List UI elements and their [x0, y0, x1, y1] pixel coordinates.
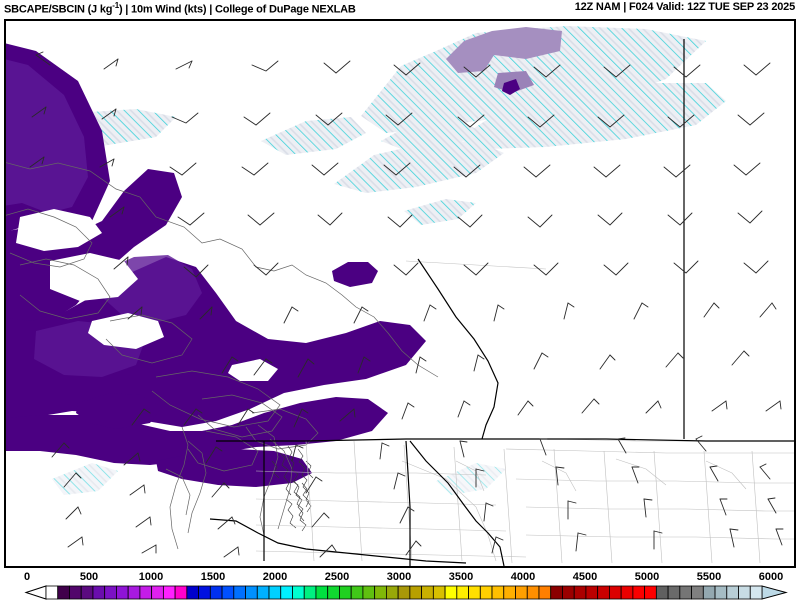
colorbar-swatch [526, 585, 540, 600]
colorbar-swatch [620, 585, 634, 600]
colorbar-swatch [597, 585, 610, 600]
colorbar-swatch [550, 585, 563, 600]
header-product-tail: ) | 10m Wind (kts) | College of DuPage N… [118, 3, 356, 16]
colorbar-swatch [397, 585, 411, 600]
colorbar-swatch [562, 585, 575, 600]
colorbar-swatch [245, 585, 258, 600]
colorbar-swatch [268, 585, 282, 600]
header-units-exponent: -1 [112, 1, 119, 10]
colorbar-swatch [139, 585, 153, 600]
colorbar-tick-6000: 6000 [758, 571, 784, 583]
colorbar-swatch [104, 585, 117, 600]
colorbar-swatch [174, 585, 188, 600]
colorbar-tick-5500: 5500 [696, 571, 722, 583]
colorbar-swatch [726, 585, 739, 600]
colorbar-swatch [385, 585, 399, 600]
colorbar-swatch [421, 585, 434, 600]
map-header: SBCAPE/SBCIN (J kg-1) | 10m Wind (kts) |… [0, 0, 800, 18]
map-frame[interactable] [4, 19, 796, 568]
colorbar-swatch [186, 585, 199, 600]
map-canvas[interactable] [6, 21, 794, 566]
colorbar-swatch [362, 585, 376, 600]
colorbar-graphics [24, 585, 788, 600]
colorbar[interactable] [0, 585, 800, 600]
colorbar-tick-4000: 4000 [510, 571, 536, 583]
colorbar-swatch [738, 585, 751, 600]
header-product-label: SBCAPE/SBCIN (J kg [4, 3, 113, 16]
colorbar-swatch [632, 585, 646, 600]
colorbar-swatch [69, 585, 82, 600]
colorbar-tick-1000: 1000 [138, 571, 164, 583]
colorbar-swatch [303, 585, 317, 600]
colorbar-swatch [667, 585, 681, 600]
colorbar-swatch [256, 585, 270, 600]
colorbar-swatch [538, 585, 552, 600]
sbcape-isolated-blob [332, 262, 378, 287]
political-border-layer [209, 39, 794, 566]
colorbar-swatch [350, 585, 364, 600]
colorbar-tick-1500: 1500 [200, 571, 226, 583]
colorbar-swatch [151, 585, 164, 600]
colorbar-swatch [92, 585, 106, 600]
colorbar-swatch [116, 585, 129, 600]
colorbar-tick-500: 500 [79, 571, 99, 583]
colorbar-swatch [644, 585, 657, 600]
sbcape-tiny-blob [502, 79, 520, 95]
colorbar-swatch [515, 585, 528, 600]
colorbar-tick-4500: 4500 [572, 571, 598, 583]
coastline-layer [6, 162, 439, 550]
colorbar-tick-3000: 3000 [386, 571, 412, 583]
colorbar-swatch [80, 585, 94, 600]
colorbar-swatch [444, 585, 458, 600]
colorbar-swatch [209, 585, 223, 600]
map-graphics [6, 21, 794, 566]
colorbar-swatch [714, 585, 728, 600]
colorbar-swatch [691, 585, 704, 600]
colorbar-swatch [655, 585, 669, 600]
colorbar-swatch [468, 585, 481, 600]
colorbar-tick-0: 0 [23, 571, 31, 583]
colorbar-swatch [280, 585, 293, 600]
colorbar-right-arrow [761, 585, 788, 600]
colorbar-swatch [221, 585, 235, 600]
puget-sound-detail [271, 445, 314, 532]
colorbar-swatch [127, 585, 141, 600]
colorbar-swatch [585, 585, 599, 600]
wind-barb-layer [29, 51, 784, 558]
colorbar-swatches [45, 585, 763, 600]
colorbar-swatch [679, 585, 692, 600]
colorbar-left-arrow [24, 585, 47, 600]
header-left-title: SBCAPE/SBCIN (J kg-1) | 10m Wind (kts) |… [4, 1, 356, 16]
colorbar-swatch [315, 585, 329, 600]
colorbar-swatch [327, 585, 340, 600]
header-right-title: 12Z NAM | F024 Valid: 12Z TUE SEP 23 202… [574, 1, 795, 13]
colorbar-swatch [374, 585, 387, 600]
colorbar-tick-labels: 0 500 1000 1500 2000 2500 3000 3500 4000 4500 5000… [0, 571, 800, 585]
colorbar-tick-3500: 3500 [448, 571, 474, 583]
colorbar-tick-2500: 2500 [324, 571, 350, 583]
colorbar-swatch [479, 585, 493, 600]
colorbar-swatch [339, 585, 352, 600]
colorbar-swatch [57, 585, 70, 600]
colorbar-tick-5000: 5000 [634, 571, 660, 583]
colorbar-swatch [749, 585, 763, 600]
colorbar-swatch [491, 585, 505, 600]
colorbar-swatch [702, 585, 716, 600]
colorbar-swatch [198, 585, 211, 600]
colorbar-swatch [162, 585, 176, 600]
colorbar-swatch [233, 585, 246, 600]
colorbar-swatch [292, 585, 305, 600]
colorbar-swatch [609, 585, 622, 600]
colorbar-swatch [45, 585, 59, 600]
colorbar-swatch [409, 585, 423, 600]
colorbar-tick-2000: 2000 [262, 571, 288, 583]
colorbar-swatch [503, 585, 516, 600]
colorbar-swatch [456, 585, 469, 600]
colorbar-swatch [432, 585, 446, 600]
colorbar-swatch [573, 585, 587, 600]
